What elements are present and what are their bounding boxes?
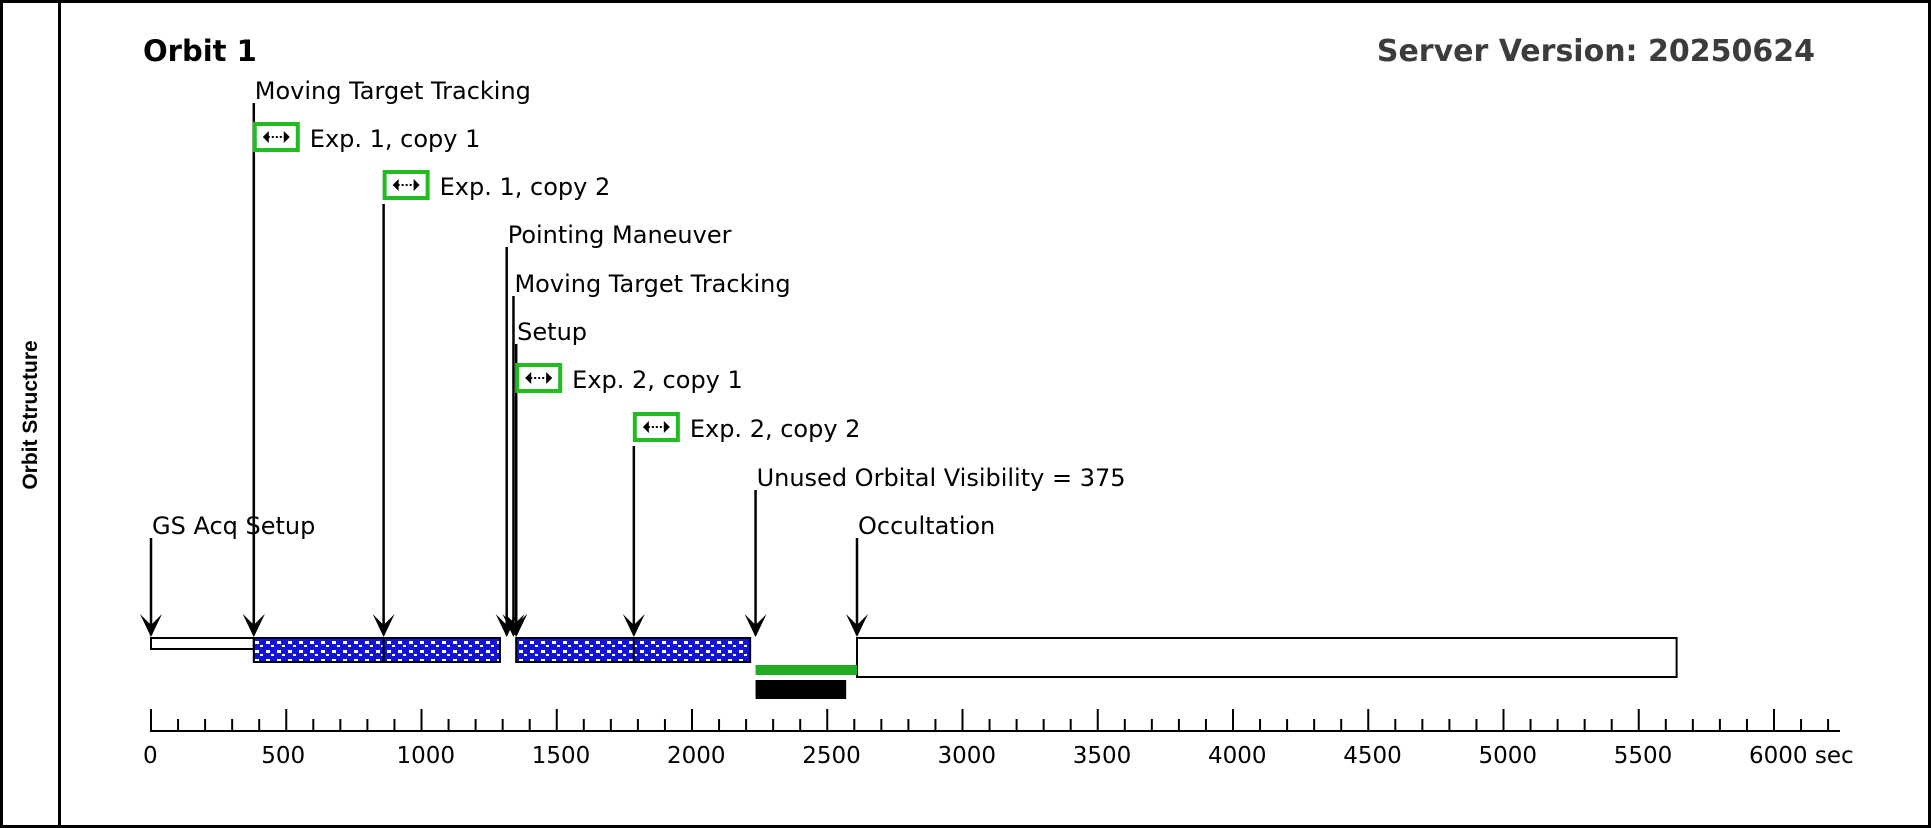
event-label: Unused Orbital Visibility = 375 [757, 464, 1126, 492]
event-label: Pointing Maneuver [508, 221, 732, 249]
event-label: Moving Target Tracking [255, 77, 531, 105]
arrowhead [372, 614, 395, 637]
tick-label: 5000 [1479, 743, 1538, 769]
time-axis: 0 500 1000 1500 2000 2500 3000 3500 4000 4500 5000… [143, 709, 1854, 769]
event-marker: Moving Target Tracking [242, 77, 531, 637]
segment-exposure-1-copy-1 [252, 637, 385, 663]
arrowhead [846, 614, 869, 637]
tick-label: 5500 [1614, 743, 1673, 769]
event-label: Exp. 1, copy 1 [310, 125, 481, 153]
segment-gs-acq-setup [150, 637, 255, 650]
exposure-icon[interactable] [252, 122, 300, 152]
tick-label: 4500 [1343, 743, 1402, 769]
event-marker: Pointing Maneuver [495, 221, 732, 637]
segment-occultation [856, 637, 1678, 678]
tick-label: 1000 [397, 743, 456, 769]
tick-label: 3000 [938, 743, 997, 769]
tick-label: 0 [143, 743, 158, 769]
event-marker: Exp. 1, copy 1 [242, 122, 481, 637]
event-label: Moving Target Tracking [514, 270, 790, 298]
event-marker: Occultation [846, 512, 995, 637]
tick-label: 4000 [1208, 743, 1267, 769]
tick-label: 2000 [667, 743, 726, 769]
event-marker: Exp. 2, copy 2 [622, 412, 861, 637]
event-marker: Unused Orbital Visibility = 375 [744, 464, 1126, 637]
unused-visibility-green [755, 665, 858, 675]
arrowhead [622, 614, 645, 637]
arrowhead [744, 614, 767, 637]
unused-visibility-black [755, 680, 847, 699]
server-version: Server Version: 20250624 [1377, 34, 1815, 69]
arrowhead [505, 614, 528, 637]
segment-exposure-2-copy-1 [515, 637, 635, 663]
arrowhead [140, 614, 162, 637]
tick-label: 500 [261, 743, 305, 769]
arrowhead [242, 614, 265, 637]
event-marker: GS Acq Setup [140, 512, 315, 637]
side-title-column: Orbit Structure [3, 3, 61, 825]
exposure-icon[interactable] [515, 363, 563, 393]
event-label: Exp. 2, copy 2 [690, 415, 861, 443]
event-label: Exp. 1, copy 2 [440, 173, 611, 201]
orbit-title: Orbit 1 [143, 34, 257, 68]
tick-label: 6000 sec [1749, 743, 1854, 769]
event-label: Setup [517, 318, 587, 346]
event-label: Exp. 2, copy 1 [572, 366, 743, 394]
segment-exposure-1-copy-2 [382, 637, 501, 663]
event-marker: Exp. 1, copy 2 [372, 170, 611, 637]
event-label: GS Acq Setup [152, 512, 315, 540]
arrowhead [495, 614, 518, 637]
tick-label: 1500 [532, 743, 591, 769]
event-label: Occultation [858, 512, 995, 540]
events-layer: GS Acq Setup Moving Target Tracking Exp. 1… [140, 77, 1126, 637]
tick-label: 3500 [1073, 743, 1132, 769]
event-marker: Moving Target Tracking [502, 270, 791, 637]
exposure-icon[interactable] [632, 412, 680, 442]
segment-exposure-2-copy-2 [632, 637, 752, 663]
tick-label: 2500 [802, 743, 861, 769]
event-marker: Exp. 2, copy 1 [505, 363, 743, 637]
exposure-icon[interactable] [382, 170, 430, 200]
segments-layer [150, 637, 1678, 699]
